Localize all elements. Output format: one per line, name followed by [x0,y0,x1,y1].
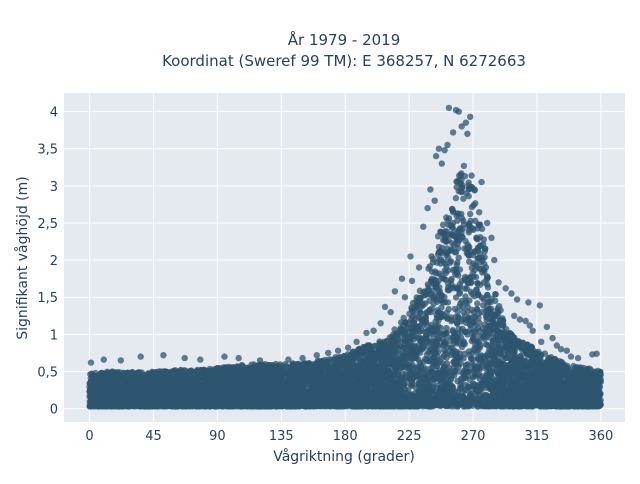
data-point [496,303,502,309]
data-point [452,306,458,312]
data-point [453,195,459,201]
data-point [461,163,467,169]
data-point [463,300,469,306]
data-point [440,222,446,228]
data-point [466,259,472,265]
data-point [474,300,480,306]
data-point [476,209,482,215]
chart-subtitle: Koordinat (Sweref 99 TM): E 368257, N 62… [162,52,526,70]
chart-title: År 1979 - 2019 [288,30,401,49]
data-point [485,284,491,290]
data-point [467,211,473,217]
